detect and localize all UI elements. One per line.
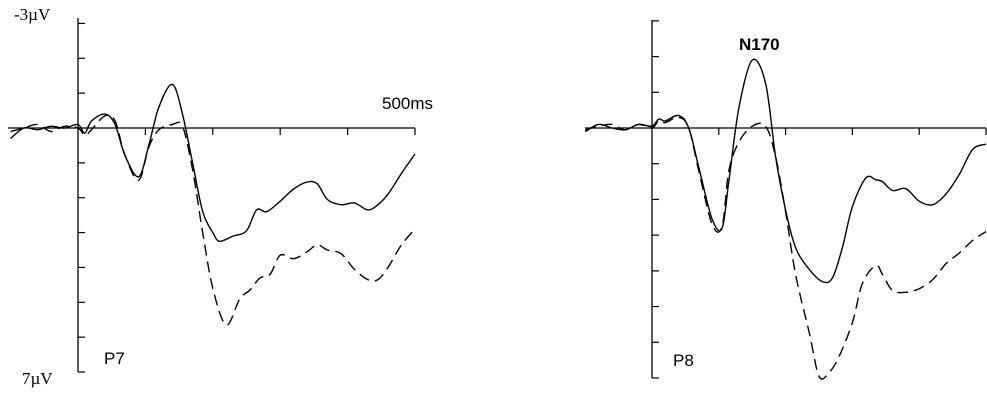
electrode-label-p7: P7: [104, 349, 125, 368]
axes-p8: [585, 20, 987, 379]
waveforms-p8: [584, 58, 987, 380]
axes-p7: [8, 18, 416, 373]
waveform-dashed: [585, 116, 987, 380]
y-axis-bottom-label: 7µV: [22, 369, 53, 388]
waveforms-p7: [10, 83, 416, 326]
chart-panel-p8: N170 P8: [584, 20, 987, 380]
waveform-solid: [10, 83, 416, 243]
y-axis-top-label: -3µV: [14, 5, 51, 24]
electrode-label-p8: P8: [673, 351, 694, 370]
waveform-dashed: [10, 114, 416, 326]
x-axis-end-label: 500ms: [382, 94, 433, 113]
chart-panel-p7: -3µV 7µV 500ms P7: [8, 5, 433, 388]
n170-annotation: N170: [739, 35, 780, 54]
waveform-solid: [584, 58, 987, 284]
